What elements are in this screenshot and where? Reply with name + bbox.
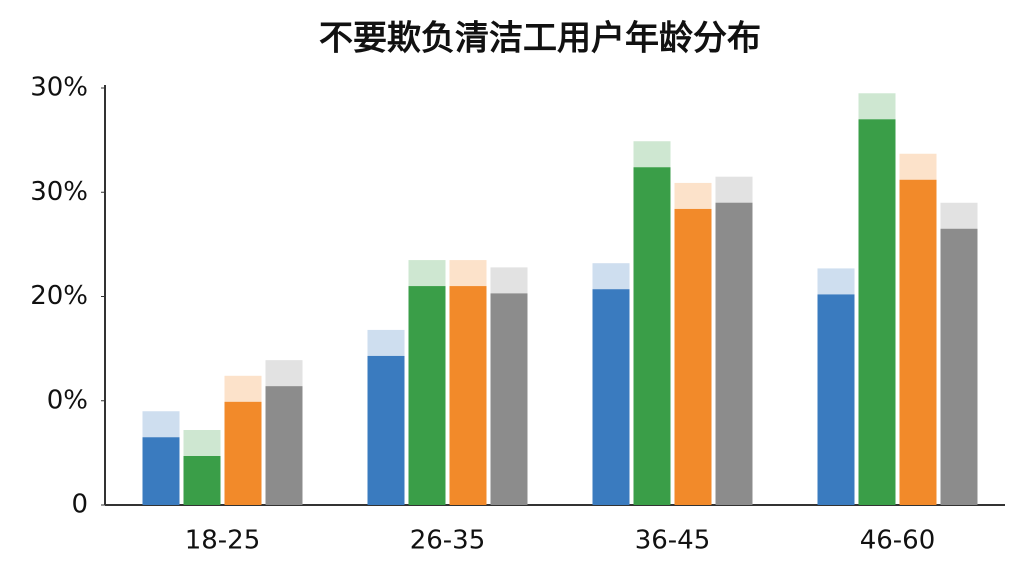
bar-glow	[674, 182, 712, 209]
bar	[592, 289, 630, 505]
bar-glow	[224, 375, 262, 402]
bar	[265, 386, 303, 505]
bar-glow	[490, 267, 528, 294]
bar	[183, 456, 221, 505]
bar-glow	[899, 153, 937, 180]
bar-glow	[408, 260, 446, 287]
bar-glow	[592, 263, 630, 290]
y-tick-label: 30%	[30, 73, 88, 103]
bar	[674, 208, 712, 505]
bar	[940, 228, 978, 506]
y-tick-label: 0%	[47, 385, 88, 415]
bar-glow	[817, 268, 855, 295]
bar-glow	[715, 176, 753, 203]
chart-title: 不要欺负清洁工用户年龄分布	[319, 19, 761, 59]
bar-glow	[449, 260, 487, 287]
y-tick-label: 0	[71, 490, 88, 520]
bar-glow	[858, 93, 896, 120]
x-tick-label: 46-60	[860, 526, 936, 556]
bar	[367, 355, 405, 505]
y-tick-label: 20%	[30, 281, 88, 311]
bar	[715, 202, 753, 506]
bar	[490, 293, 528, 505]
bar	[408, 286, 446, 505]
bar	[858, 119, 896, 506]
bar-glow	[940, 202, 978, 229]
bar	[449, 286, 487, 505]
bar	[142, 437, 180, 505]
bar-glow	[265, 360, 303, 387]
x-tick-label: 26-35	[410, 526, 486, 556]
bar	[817, 294, 855, 505]
bar	[899, 179, 937, 506]
bar-glow	[633, 141, 671, 168]
bar-glow	[183, 430, 221, 457]
x-tick-label: 18-25	[185, 526, 261, 556]
bar	[224, 401, 262, 505]
x-tick-label: 36-45	[635, 526, 711, 556]
bar-glow	[367, 329, 405, 356]
bar	[633, 167, 671, 506]
y-tick-label: 30%	[30, 177, 88, 207]
bar-glow	[142, 411, 180, 438]
